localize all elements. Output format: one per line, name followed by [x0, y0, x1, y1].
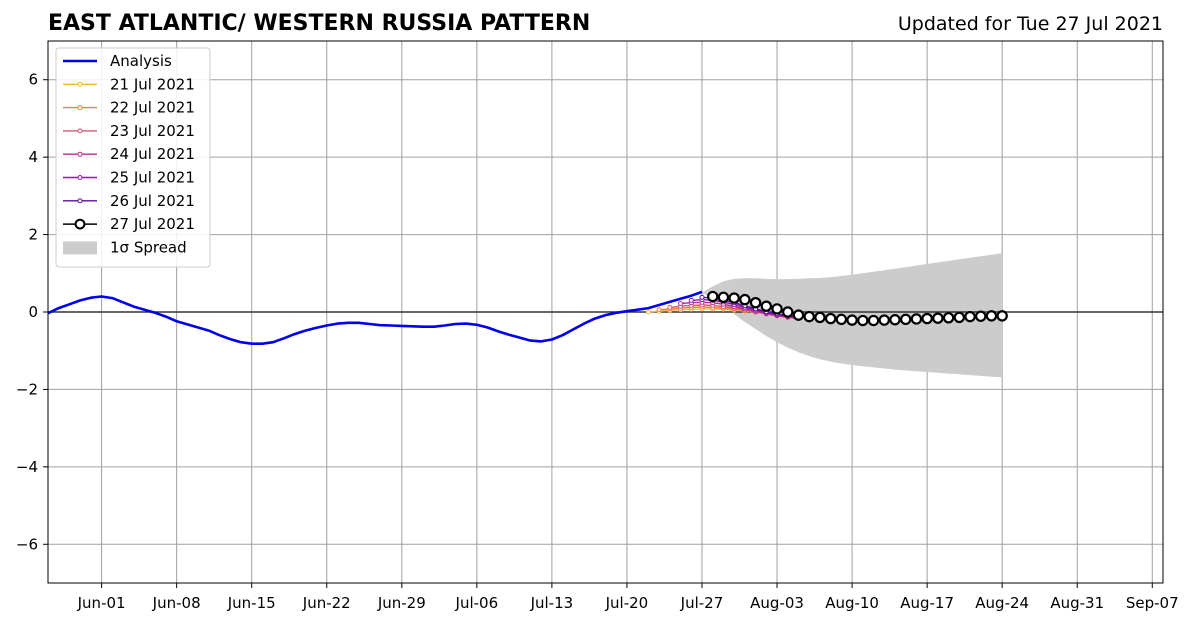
latest-forecast-point — [846, 314, 858, 326]
legend-label: 26 Jul 2021 — [110, 192, 195, 210]
x-tick-label: Jul-20 — [605, 594, 649, 612]
latest-forecast-point — [878, 314, 890, 326]
y-tick-label: 0 — [28, 303, 38, 321]
legend-forecast-marker — [77, 198, 83, 204]
latest-forecast-point — [921, 312, 933, 325]
latest-forecast-point — [824, 312, 837, 325]
latest-forecast-point — [985, 310, 998, 322]
y-tick-label: 2 — [28, 226, 38, 244]
x-tick-label: Aug-17 — [900, 594, 954, 612]
y-tick-label: −6 — [16, 535, 38, 553]
x-tick-label: Jun-01 — [77, 594, 126, 612]
legend-label: 22 Jul 2021 — [110, 99, 195, 117]
forecast-point — [656, 307, 662, 313]
x-tick-label: Jul-06 — [455, 594, 499, 612]
x-tick-label: Aug-24 — [975, 594, 1029, 612]
legend-label: Analysis — [110, 52, 172, 70]
latest-forecast-point — [910, 313, 923, 325]
latest-forecast-point — [814, 311, 826, 324]
forecast-point — [699, 294, 705, 300]
latest-forecast-point — [975, 310, 987, 322]
latest-forecast-point — [932, 312, 944, 324]
y-tick-label: −2 — [16, 380, 38, 398]
x-tick-label: Sep-07 — [1126, 594, 1179, 612]
latest-forecast-point — [792, 309, 805, 321]
latest-forecast-point — [749, 297, 762, 309]
latest-forecast-point — [771, 303, 783, 315]
y-tick-label: −4 — [16, 458, 38, 476]
x-tick-label: Jun-08 — [152, 594, 201, 612]
latest-forecast-point — [782, 306, 794, 318]
chart-title: EAST ATLANTIC/ WESTERN RUSSIA PATTERN — [48, 11, 590, 36]
forecast-point — [678, 300, 684, 306]
x-tick-label: Aug-10 — [825, 594, 879, 612]
x-tick-label: Jun-22 — [302, 594, 351, 612]
latest-forecast-point — [996, 310, 1008, 322]
forecast-point — [688, 297, 694, 303]
legend-label: 21 Jul 2021 — [110, 75, 195, 93]
legend-forecast-marker — [77, 81, 83, 87]
legend-forecast-marker — [77, 128, 83, 134]
legend-label: 27 Jul 2021 — [110, 215, 195, 233]
legend-forecast-marker — [77, 105, 83, 111]
x-tick-label: Jun-29 — [377, 594, 426, 612]
latest-forecast-point — [728, 292, 740, 304]
x-tick-label: Jun-15 — [227, 594, 276, 612]
latest-forecast-point — [889, 314, 901, 326]
legend-label: 25 Jul 2021 — [110, 169, 195, 187]
legend-latest-marker — [74, 218, 86, 230]
legend-label: 24 Jul 2021 — [110, 145, 195, 163]
latest-forecast-point — [707, 290, 719, 303]
latest-forecast-point — [803, 310, 815, 323]
x-tick-label: Aug-31 — [1050, 594, 1104, 612]
latest-forecast-point — [964, 310, 976, 323]
latest-forecast-point — [739, 293, 751, 306]
x-tick-label: Aug-03 — [750, 594, 804, 612]
legend-spread-swatch — [63, 241, 97, 255]
series-layer — [47, 290, 1008, 346]
legend-label: 23 Jul 2021 — [110, 122, 195, 140]
x-tick-label: Jul-27 — [680, 594, 724, 612]
chart-subtitle: Updated for Tue 27 Jul 2021 — [898, 13, 1163, 35]
forecast-point — [645, 309, 651, 315]
y-tick-label: 4 — [28, 148, 38, 166]
forecast-point — [667, 304, 673, 310]
axis-ticks: Jun-01 Jun-08 Jun-15 Jun-22 Jun-29 Jul-06 Jul-… — [16, 71, 1179, 612]
legend-box — [55, 47, 211, 268]
legend-label: 1σ Spread — [110, 238, 187, 256]
x-tick-label: Jul-13 — [530, 594, 574, 612]
legend-forecast-marker — [77, 175, 83, 180]
latest-forecast-point — [760, 300, 773, 312]
latest-forecast-point — [953, 311, 965, 324]
analysis-line — [47, 290, 703, 346]
latest-forecast-point — [867, 314, 880, 327]
latest-forecast-point — [835, 313, 848, 326]
legend: Analysis 21 Jul 2021 22 Jul 2021 23 Jul 202… — [55, 47, 211, 268]
latest-forecast-point — [942, 312, 955, 324]
latest-forecast-point — [717, 291, 730, 303]
y-tick-label: 6 — [28, 71, 38, 89]
latest-forecast-point — [857, 314, 869, 327]
legend-forecast-marker — [77, 151, 83, 157]
latest-forecast-point — [899, 313, 912, 326]
